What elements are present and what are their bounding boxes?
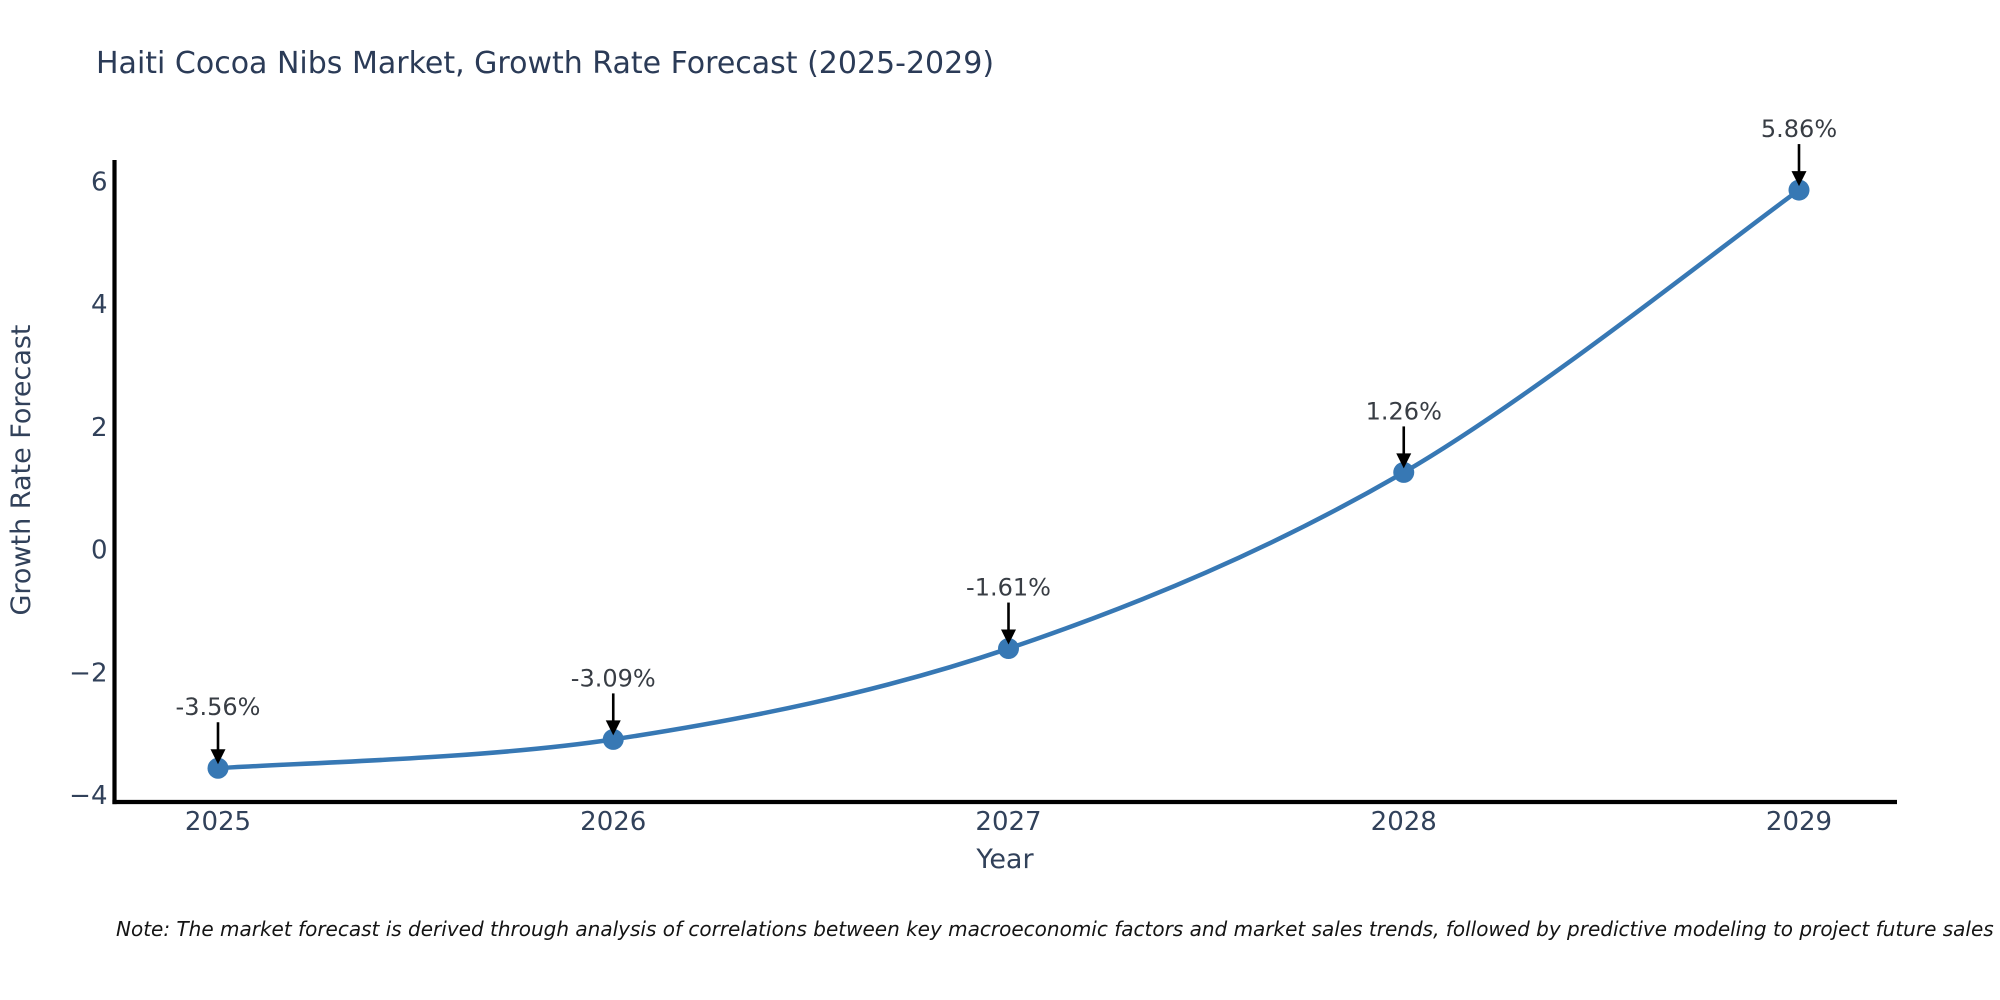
annotation-arrowhead-icon	[605, 720, 621, 736]
annotation-arrowhead-icon	[210, 749, 226, 765]
data-point-marker	[998, 638, 1019, 660]
x-axis-title: Year	[975, 844, 1034, 875]
y-tick-label: 6	[91, 167, 108, 197]
annotation-arrowhead-icon	[1001, 629, 1016, 645]
y-tick-label: 0	[91, 536, 108, 566]
y-tick-label: 4	[91, 290, 108, 320]
data-point-marker	[1788, 179, 1810, 201]
annotation-arrowhead-icon	[1791, 171, 1807, 187]
y-tick-label: 2	[91, 413, 108, 443]
data-point-marker	[602, 728, 624, 750]
data-point-marker	[1393, 461, 1415, 483]
annotation-label: -3.09%	[571, 664, 656, 692]
y-tick-label: −2	[69, 658, 107, 688]
x-tick-label: 2028	[1371, 807, 1437, 837]
annotation-label: 5.86%	[1761, 115, 1837, 143]
series-group	[207, 179, 1810, 779]
annotation-label: 1.26%	[1366, 397, 1442, 425]
x-tick-label: 2025	[185, 807, 251, 837]
chart-title: Haiti Cocoa Nibs Market, Growth Rate For…	[96, 46, 994, 81]
x-tick-label: 2026	[580, 807, 646, 837]
data-point-marker	[207, 757, 229, 779]
annotation-label: -3.56%	[176, 693, 261, 721]
x-tick-label: 2029	[1766, 807, 1832, 837]
annotation-label: -1.61%	[966, 574, 1051, 602]
annotations-group: -3.56% -3.09% -1.61% 1.26% 5.86%	[176, 115, 1837, 765]
y-axis-title: Growth Rate Forecast	[6, 324, 37, 615]
footnote: Note: The market forecast is derived thr…	[116, 917, 1994, 941]
trend-line	[215, 187, 1802, 771]
annotation-arrowhead-icon	[1396, 453, 1412, 469]
axes: −4 −2 0 2 4 6 2025 2026 2027 2028 2029	[69, 160, 1897, 837]
x-tick-label: 2027	[975, 807, 1041, 837]
y-tick-label: −4	[69, 781, 107, 811]
